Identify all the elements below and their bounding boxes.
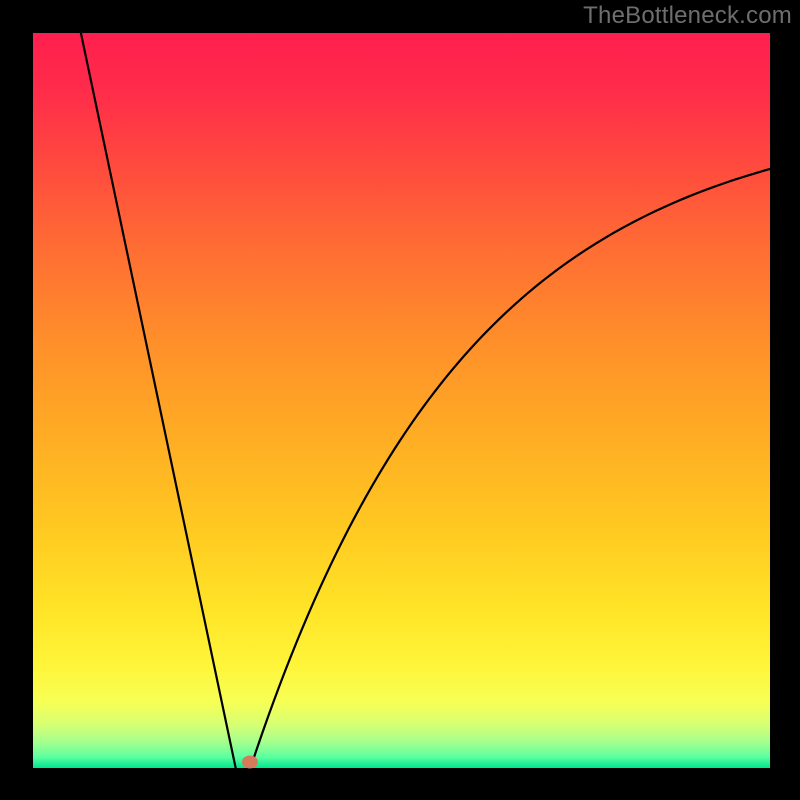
curve-layer: [33, 33, 770, 768]
min-marker: [242, 756, 258, 769]
curve-right-branch: [250, 169, 770, 768]
watermark-text: TheBottleneck.com: [583, 2, 792, 30]
plot-area: [33, 33, 770, 768]
chart-root: TheBottleneck.com: [0, 0, 800, 800]
curve-left-branch: [81, 33, 236, 768]
